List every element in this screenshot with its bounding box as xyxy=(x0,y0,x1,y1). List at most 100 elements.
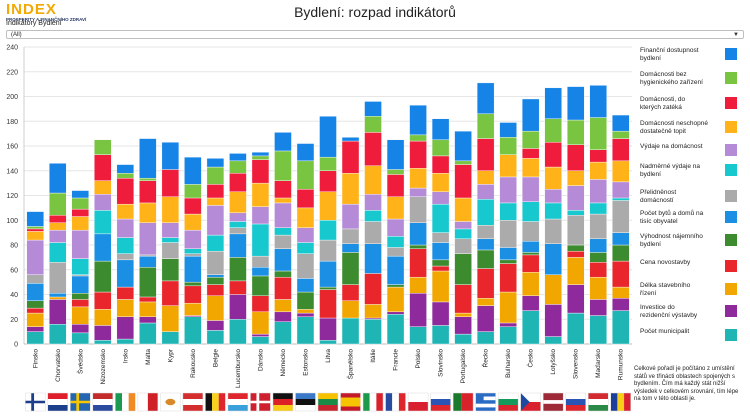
bar-segment[interactable] xyxy=(476,268,495,299)
legend-item[interactable]: Investice do rezidenční výstavby xyxy=(640,304,737,319)
bar-segment[interactable] xyxy=(229,233,247,258)
bar-stack[interactable] xyxy=(229,153,247,345)
bar-segment[interactable] xyxy=(161,222,180,238)
bar-segment[interactable] xyxy=(206,295,225,321)
bar-segment[interactable] xyxy=(94,194,112,211)
bar-segment[interactable] xyxy=(341,137,360,142)
bar-segment[interactable] xyxy=(229,227,247,235)
legend-item[interactable]: Domácnosti bez hygienického zařízení xyxy=(640,71,737,86)
bar-segment[interactable] xyxy=(71,306,89,325)
bar-segment[interactable] xyxy=(139,255,157,268)
bar-segment[interactable] xyxy=(544,87,562,119)
bar-segment[interactable] xyxy=(431,173,450,192)
bar-segment[interactable] xyxy=(251,267,270,277)
bar-segment[interactable] xyxy=(612,244,630,262)
bar-segment[interactable] xyxy=(364,319,382,345)
bar-segment[interactable] xyxy=(319,220,337,241)
bar-segment[interactable] xyxy=(476,249,495,269)
bar-segment[interactable] xyxy=(26,274,44,284)
bar-segment[interactable] xyxy=(251,155,270,160)
bar-segment[interactable] xyxy=(454,221,472,230)
bar-segment[interactable] xyxy=(409,187,427,197)
bar-stack[interactable] xyxy=(567,86,585,345)
bar-segment[interactable] xyxy=(71,275,89,294)
bar-segment[interactable] xyxy=(499,326,517,345)
bar-segment[interactable] xyxy=(589,238,607,253)
bar-segment[interactable] xyxy=(251,311,270,335)
bar-segment[interactable] xyxy=(386,286,405,313)
bar-segment[interactable] xyxy=(251,159,270,184)
bar-segment[interactable] xyxy=(274,202,292,228)
bar-segment[interactable] xyxy=(49,215,67,223)
bar-stack[interactable] xyxy=(409,104,427,345)
bar-segment[interactable] xyxy=(139,322,157,345)
bar-segment[interactable] xyxy=(409,293,427,327)
bar-segment[interactable] xyxy=(544,218,562,244)
bar-segment[interactable] xyxy=(409,222,427,246)
bar-segment[interactable] xyxy=(454,238,472,254)
bar-segment[interactable] xyxy=(521,295,540,311)
bar-segment[interactable] xyxy=(499,291,517,324)
bar-segment[interactable] xyxy=(229,257,247,282)
bar-segment[interactable] xyxy=(454,130,472,162)
bar-segment[interactable] xyxy=(161,169,180,197)
bar-segment[interactable] xyxy=(184,229,202,249)
bar-segment[interactable] xyxy=(521,254,540,273)
legend-item[interactable]: Domácnosti neschopné dostatečně topit xyxy=(640,120,737,135)
bar-segment[interactable] xyxy=(251,151,270,157)
bar-segment[interactable] xyxy=(26,226,44,230)
bar-segment[interactable] xyxy=(26,231,44,241)
bar-segment[interactable] xyxy=(612,197,630,201)
bar-segment[interactable] xyxy=(341,203,360,230)
bar-segment[interactable] xyxy=(386,236,405,248)
bar-segment[interactable] xyxy=(567,119,585,145)
bar-segment[interactable] xyxy=(319,191,337,221)
bar-segment[interactable] xyxy=(229,221,247,228)
bar-segment[interactable] xyxy=(184,213,202,231)
bar-segment[interactable] xyxy=(49,222,67,231)
bar-segment[interactable] xyxy=(476,238,495,251)
bar-stack[interactable] xyxy=(296,143,315,345)
bar-segment[interactable] xyxy=(206,184,225,199)
bar-segment[interactable] xyxy=(161,237,180,243)
bar-segment[interactable] xyxy=(341,140,360,174)
bar-segment[interactable] xyxy=(206,250,225,275)
bar-segment[interactable] xyxy=(184,253,202,257)
bar-segment[interactable] xyxy=(296,312,315,317)
bar-segment[interactable] xyxy=(206,276,225,285)
bar-segment[interactable] xyxy=(229,173,247,192)
bar-segment[interactable] xyxy=(229,153,247,162)
bar-stack[interactable] xyxy=(476,82,495,345)
legend-item[interactable]: Výhodnost nájemního bydlení xyxy=(640,233,737,248)
bar-segment[interactable] xyxy=(431,270,450,303)
bar-segment[interactable] xyxy=(49,242,67,263)
bar-stack[interactable] xyxy=(139,138,157,345)
bar-segment[interactable] xyxy=(319,156,337,171)
bar-segment[interactable] xyxy=(274,311,292,322)
bar-segment[interactable] xyxy=(589,276,607,300)
bar-segment[interactable] xyxy=(116,218,135,238)
bar-segment[interactable] xyxy=(364,210,382,222)
legend-item[interactable]: Počet bytů a domů na tisíc obyvatel xyxy=(640,209,737,225)
bar-stack[interactable] xyxy=(341,137,360,345)
bar-segment[interactable] xyxy=(26,211,44,227)
bar-segment[interactable] xyxy=(409,276,427,294)
bar-segment[interactable] xyxy=(476,113,495,139)
bar-segment[interactable] xyxy=(161,280,180,306)
bar-segment[interactable] xyxy=(499,247,517,261)
bar-segment[interactable] xyxy=(319,116,337,158)
bar-stack[interactable] xyxy=(161,142,180,345)
bar-segment[interactable] xyxy=(589,149,607,163)
bar-segment[interactable] xyxy=(49,299,67,325)
bar-segment[interactable] xyxy=(161,142,180,170)
bar-segment[interactable] xyxy=(364,165,382,195)
bar-segment[interactable] xyxy=(116,286,135,300)
bar-segment[interactable] xyxy=(567,185,585,211)
bar-segment[interactable] xyxy=(296,309,315,314)
bar-segment[interactable] xyxy=(251,182,270,207)
bar-segment[interactable] xyxy=(229,191,247,214)
bar-segment[interactable] xyxy=(94,210,112,235)
bar-segment[interactable] xyxy=(364,194,382,211)
bar-segment[interactable] xyxy=(499,176,517,204)
bar-segment[interactable] xyxy=(431,325,450,345)
